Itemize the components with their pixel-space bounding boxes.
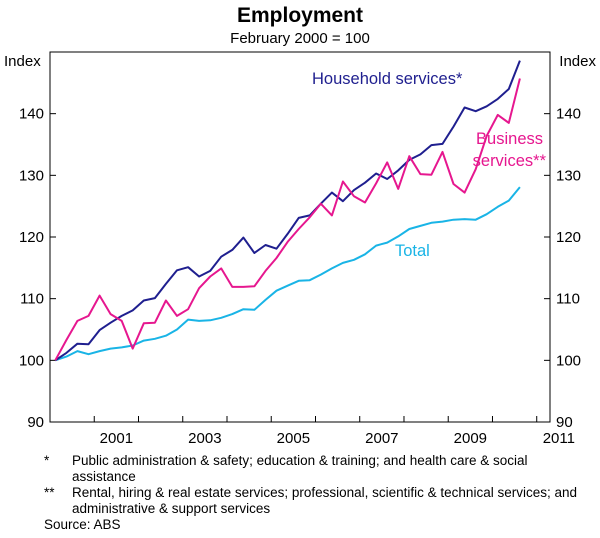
y-tick-label-left: 90 — [27, 414, 44, 431]
x-axis-ticks: 2001 2003 2005 2007 2009 2011 — [49, 416, 575, 447]
y-axis-ticks: 90 90 100 100 110 110 120 120 130 130 140 140 — [19, 106, 581, 431]
footnote-1: * Public administration & safety; educat… — [44, 453, 584, 485]
y-tick-label-right: 90 — [556, 414, 573, 431]
chart-title: Employment — [237, 4, 363, 27]
y-tick-label-left: 120 — [19, 229, 44, 246]
x-tick-label: 2001 — [100, 430, 133, 447]
y-tick-label-left: 140 — [19, 106, 44, 123]
x-tick-label: 2005 — [277, 430, 310, 447]
y-tick-label-right: 120 — [556, 229, 581, 246]
footnote-2: ** Rental, hiring & real estate services… — [44, 485, 584, 517]
series-annotations: Household services* Business services** … — [312, 70, 547, 260]
plot-frame — [49, 51, 551, 423]
series-line-household-services — [54, 60, 521, 362]
y-tick-label-right: 110 — [556, 291, 580, 308]
y-tick-label-left: 110 — [20, 291, 44, 308]
annotation-household-services: Household services* — [312, 70, 463, 88]
annotation-total: Total — [395, 242, 430, 260]
series-lines — [54, 60, 521, 362]
footnote-1-mark: * — [44, 453, 50, 468]
y-tick-label-left: 130 — [19, 167, 44, 184]
y-tick-label-right: 140 — [556, 106, 581, 123]
y-tick-label-right: 100 — [556, 352, 581, 369]
y-tick-label-left: 100 — [19, 352, 44, 369]
left-axis-unit: Index — [4, 53, 41, 70]
series-line-total — [54, 186, 521, 362]
employment-chart: Employment February 2000 = 100 Index Ind… — [4, 4, 596, 447]
series-line-business-services — [54, 78, 521, 361]
annotation-business-line1: Business — [476, 130, 543, 148]
x-tick-label: 2011 — [543, 430, 575, 447]
footnote-2-mark: ** — [44, 485, 55, 500]
x-tick-label: 2003 — [188, 430, 221, 447]
footnote-2-text: Rental, hiring & real estate services; p… — [72, 485, 577, 516]
x-tick-label: 2009 — [454, 430, 487, 447]
footnotes: * Public administration & safety; educat… — [44, 453, 584, 533]
x-tick-label: 2007 — [365, 430, 398, 447]
footnote-1-text: Public administration & safety; educatio… — [72, 453, 528, 484]
right-axis-unit: Index — [559, 53, 596, 70]
annotation-business-line2: services** — [473, 152, 547, 170]
chart-subtitle: February 2000 = 100 — [230, 30, 370, 47]
y-tick-label-right: 130 — [556, 167, 581, 184]
source-note: Source: ABS — [44, 517, 121, 532]
